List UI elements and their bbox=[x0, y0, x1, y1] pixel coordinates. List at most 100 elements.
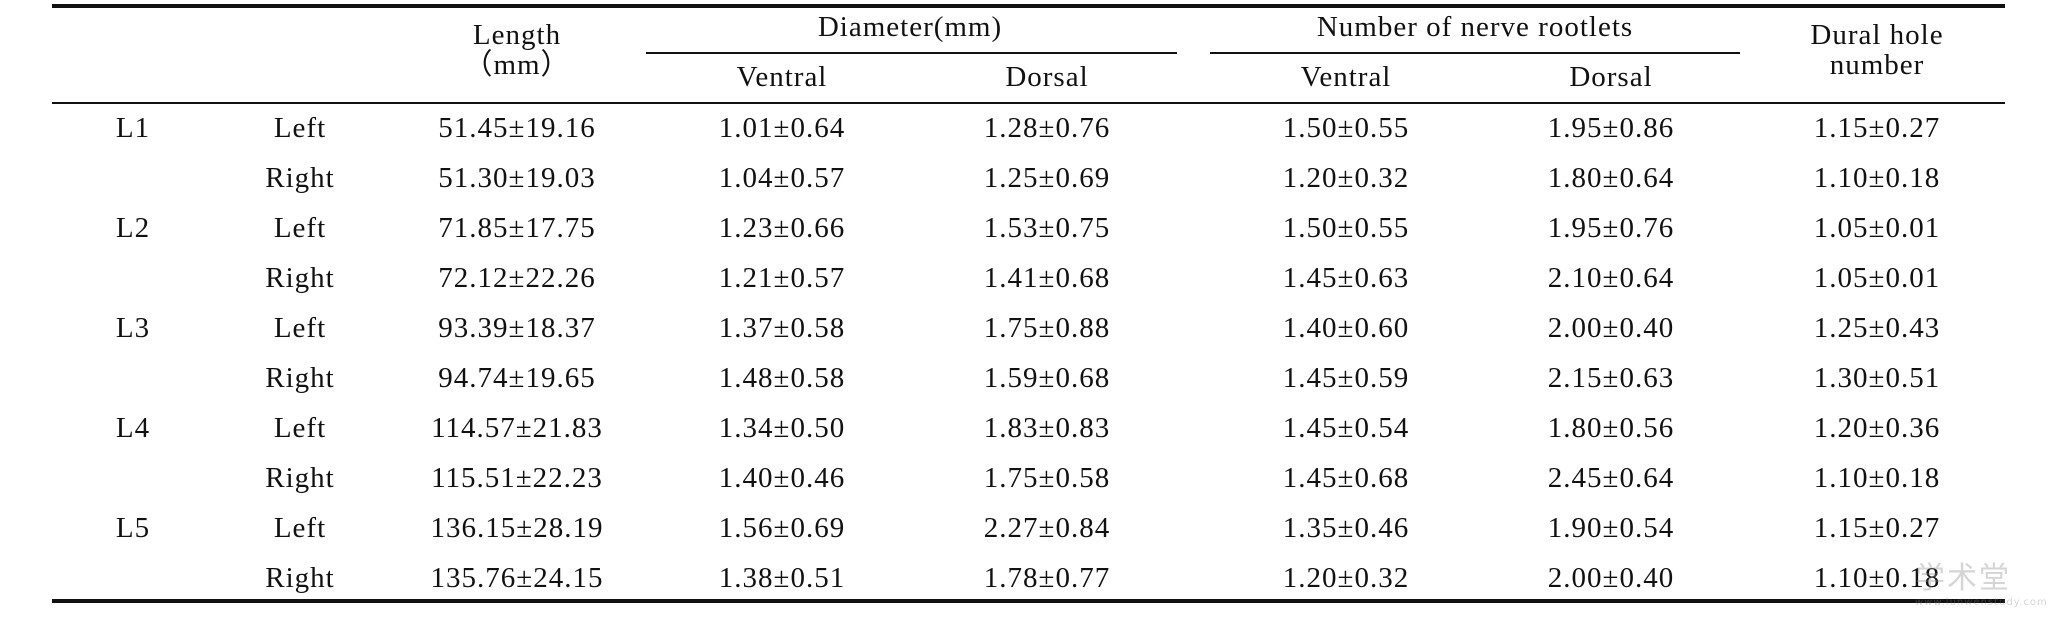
rootlets-dorsal-cell: 2.10±0.64 bbox=[1547, 262, 1675, 294]
header-rule bbox=[52, 102, 2005, 104]
side-cell: Left bbox=[273, 412, 327, 444]
diameter-dorsal-cell: 1.53±0.75 bbox=[983, 212, 1111, 244]
bottom-rule bbox=[52, 599, 2005, 603]
length-cell: 94.74±19.65 bbox=[438, 362, 596, 394]
dural-cell: 1.15±0.27 bbox=[1813, 112, 1941, 144]
length-cell: 115.51±22.23 bbox=[431, 462, 603, 494]
diameter-ventral-cell: 1.38±0.51 bbox=[718, 562, 846, 594]
dural-cell: 1.10±0.18 bbox=[1813, 162, 1941, 194]
diameter-ventral-cell: 1.01±0.64 bbox=[718, 112, 846, 144]
rootlets-ventral-cell: 1.50±0.55 bbox=[1282, 212, 1410, 244]
length-cell: 72.12±22.26 bbox=[438, 262, 596, 294]
diameter-dorsal-cell: 1.75±0.88 bbox=[983, 312, 1111, 344]
top-rule bbox=[52, 4, 2005, 8]
diameter-ventral-cell: 1.37±0.58 bbox=[718, 312, 846, 344]
header-length: Length （mm） bbox=[463, 20, 570, 80]
rootlets-dorsal-cell: 2.45±0.64 bbox=[1547, 462, 1675, 494]
watermark-logo: 学术堂 www.lunwenstudy.com bbox=[1915, 553, 2048, 608]
dural-cell: 1.05±0.01 bbox=[1813, 212, 1941, 244]
side-cell: Right bbox=[265, 562, 335, 594]
table-row: L1 Left 51.45±19.16 1.01±0.64 1.28±0.76 … bbox=[0, 113, 2049, 147]
rootlets-ventral-cell: 1.45±0.68 bbox=[1282, 462, 1410, 494]
diameter-dorsal-cell: 1.59±0.68 bbox=[983, 362, 1111, 394]
length-cell: 51.30±19.03 bbox=[438, 162, 596, 194]
side-cell: Left bbox=[273, 512, 327, 544]
side-cell: Right bbox=[265, 362, 335, 394]
diameter-dorsal-cell: 1.41±0.68 bbox=[983, 262, 1111, 294]
header-diameter: Diameter(mm) bbox=[817, 11, 1003, 43]
watermark-text: 学术堂 bbox=[1915, 561, 2011, 596]
level-cell: L4 bbox=[115, 412, 151, 444]
dural-cell: 1.30±0.51 bbox=[1813, 362, 1941, 394]
length-cell: 135.76±24.15 bbox=[430, 562, 604, 594]
level-cell: L2 bbox=[115, 212, 151, 244]
subheader-rootlets-dorsal: Dorsal bbox=[1569, 61, 1653, 93]
length-cell: 114.57±21.83 bbox=[431, 412, 603, 444]
diameter-dorsal-cell: 1.28±0.76 bbox=[983, 112, 1111, 144]
side-cell: Left bbox=[273, 112, 327, 144]
diameter-dorsal-cell: 1.25±0.69 bbox=[983, 162, 1111, 194]
header-length-line1: Length bbox=[472, 19, 562, 51]
rootlets-ventral-cell: 1.20±0.32 bbox=[1282, 162, 1410, 194]
diameter-ventral-cell: 1.23±0.66 bbox=[718, 212, 846, 244]
side-cell: Left bbox=[273, 212, 327, 244]
dural-cell: 1.15±0.27 bbox=[1813, 512, 1941, 544]
length-cell: 93.39±18.37 bbox=[438, 312, 596, 344]
diameter-dorsal-cell: 2.27±0.84 bbox=[983, 512, 1111, 544]
rootlets-dorsal-cell: 1.95±0.76 bbox=[1547, 212, 1675, 244]
header-dural: Dural hole number bbox=[1810, 20, 1943, 80]
length-cell: 51.45±19.16 bbox=[438, 112, 596, 144]
dural-cell: 1.05±0.01 bbox=[1813, 262, 1941, 294]
rootlets-subrule bbox=[1210, 52, 1740, 54]
rootlets-ventral-cell: 1.45±0.54 bbox=[1282, 412, 1410, 444]
watermark-url: www.lunwenstudy.com bbox=[1915, 597, 2048, 608]
rootlets-ventral-cell: 1.45±0.59 bbox=[1282, 362, 1410, 394]
rootlets-dorsal-cell: 1.90±0.54 bbox=[1547, 512, 1675, 544]
rootlets-ventral-cell: 1.40±0.60 bbox=[1282, 312, 1410, 344]
table-row: L4 Left 114.57±21.83 1.34±0.50 1.83±0.83… bbox=[0, 413, 2049, 447]
level-cell: L3 bbox=[115, 312, 151, 344]
table-row: Right 115.51±22.23 1.40±0.46 1.75±0.58 1… bbox=[0, 463, 2049, 497]
table-row: L2 Left 71.85±17.75 1.23±0.66 1.53±0.75 … bbox=[0, 213, 2049, 247]
diameter-ventral-cell: 1.48±0.58 bbox=[718, 362, 846, 394]
side-cell: Left bbox=[273, 312, 327, 344]
diameter-dorsal-cell: 1.75±0.58 bbox=[983, 462, 1111, 494]
rootlets-ventral-cell: 1.35±0.46 bbox=[1282, 512, 1410, 544]
subheader-diameter-ventral: Ventral bbox=[736, 61, 828, 93]
table-row: Right 94.74±19.65 1.48±0.58 1.59±0.68 1.… bbox=[0, 363, 2049, 397]
diameter-dorsal-cell: 1.78±0.77 bbox=[983, 562, 1111, 594]
table-row: L3 Left 93.39±18.37 1.37±0.58 1.75±0.88 … bbox=[0, 313, 2049, 347]
dural-cell: 1.10±0.18 bbox=[1813, 462, 1941, 494]
header-dural-line2: number bbox=[1829, 49, 1925, 81]
diameter-ventral-cell: 1.04±0.57 bbox=[718, 162, 846, 194]
diameter-ventral-cell: 1.34±0.50 bbox=[718, 412, 846, 444]
rootlets-dorsal-cell: 2.00±0.40 bbox=[1547, 562, 1675, 594]
rootlets-ventral-cell: 1.20±0.32 bbox=[1282, 562, 1410, 594]
rootlets-ventral-cell: 1.50±0.55 bbox=[1282, 112, 1410, 144]
level-cell: L5 bbox=[115, 512, 151, 544]
table-row: Right 135.76±24.15 1.38±0.51 1.78±0.77 1… bbox=[0, 563, 2049, 597]
header-dural-line1: Dural hole bbox=[1810, 19, 1944, 51]
rootlets-dorsal-cell: 1.80±0.64 bbox=[1547, 162, 1675, 194]
side-cell: Right bbox=[265, 262, 335, 294]
table-row: Right 51.30±19.03 1.04±0.57 1.25±0.69 1.… bbox=[0, 163, 2049, 197]
dural-cell: 1.20±0.36 bbox=[1813, 412, 1941, 444]
rootlets-dorsal-cell: 2.15±0.63 bbox=[1547, 362, 1675, 394]
length-cell: 136.15±28.19 bbox=[430, 512, 604, 544]
diameter-ventral-cell: 1.40±0.46 bbox=[718, 462, 846, 494]
diameter-ventral-cell: 1.21±0.57 bbox=[718, 262, 846, 294]
rootlets-dorsal-cell: 1.80±0.56 bbox=[1547, 412, 1675, 444]
header-rootlets: Number of nerve rootlets bbox=[1316, 11, 1634, 43]
side-cell: Right bbox=[265, 162, 335, 194]
subheader-diameter-dorsal: Dorsal bbox=[1005, 61, 1089, 93]
dural-cell: 1.25±0.43 bbox=[1813, 312, 1941, 344]
rootlets-ventral-cell: 1.45±0.63 bbox=[1282, 262, 1410, 294]
header-length-line2: （mm） bbox=[463, 49, 571, 81]
table-row: Right 72.12±22.26 1.21±0.57 1.41±0.68 1.… bbox=[0, 263, 2049, 297]
length-cell: 71.85±17.75 bbox=[438, 212, 596, 244]
rootlets-dorsal-cell: 2.00±0.40 bbox=[1547, 312, 1675, 344]
diameter-dorsal-cell: 1.83±0.83 bbox=[983, 412, 1111, 444]
rootlets-dorsal-cell: 1.95±0.86 bbox=[1547, 112, 1675, 144]
diameter-ventral-cell: 1.56±0.69 bbox=[718, 512, 846, 544]
